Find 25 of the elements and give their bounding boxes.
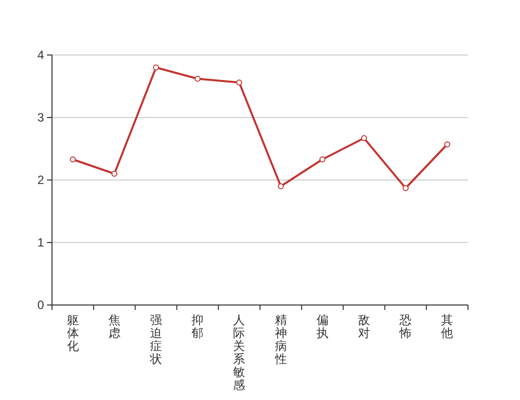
y-tick-label: 4 [37,48,44,62]
point [70,156,76,162]
point [278,183,284,190]
point [111,170,118,177]
y-tick-label: 2 [37,173,44,187]
point [236,80,242,86]
y-tick-label: 0 [37,298,44,312]
x-tick-label: 强迫症状 [149,313,162,366]
point [444,141,450,148]
x-tick-label: 敌对 [358,313,370,340]
x-tick-label: 偏执 [316,313,328,340]
point [194,76,201,82]
x-tick-label: 躯体化 [66,313,79,353]
point [402,185,409,192]
x-tick-label: 人际关系敏感 [233,313,246,392]
point [153,64,159,70]
y-tick-label: 1 [37,236,44,250]
point [361,135,367,142]
x-tick-label: 焦虑 [108,313,120,340]
x-tick-label: 恐怖 [398,313,412,340]
x-tick-label: 精神病性 [274,313,287,366]
y-tick-label: 3 [37,110,44,124]
point [319,156,326,162]
x-tick-label: 其他 [441,313,454,340]
x-tick-label: 抑郁 [192,313,204,340]
